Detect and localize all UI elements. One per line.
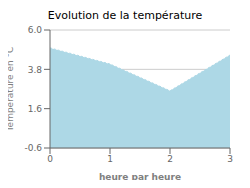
svg-text:3.8: 3.8 <box>28 65 43 75</box>
svg-text:1.6: 1.6 <box>28 104 43 114</box>
svg-text:0: 0 <box>47 154 53 164</box>
svg-text:3: 3 <box>227 154 233 164</box>
svg-text:heure par heure: heure par heure <box>99 172 181 180</box>
html-text:Evolution de la température: Evolution de la température <box>47 9 203 22</box>
svg-text:1: 1 <box>107 154 113 164</box>
svg-text:-0.6: -0.6 <box>24 143 42 153</box>
svg-text:Température en °C: Température en °C <box>8 47 15 133</box>
svg-text:2: 2 <box>167 154 173 164</box>
svg-text:6.0: 6.0 <box>28 25 43 35</box>
